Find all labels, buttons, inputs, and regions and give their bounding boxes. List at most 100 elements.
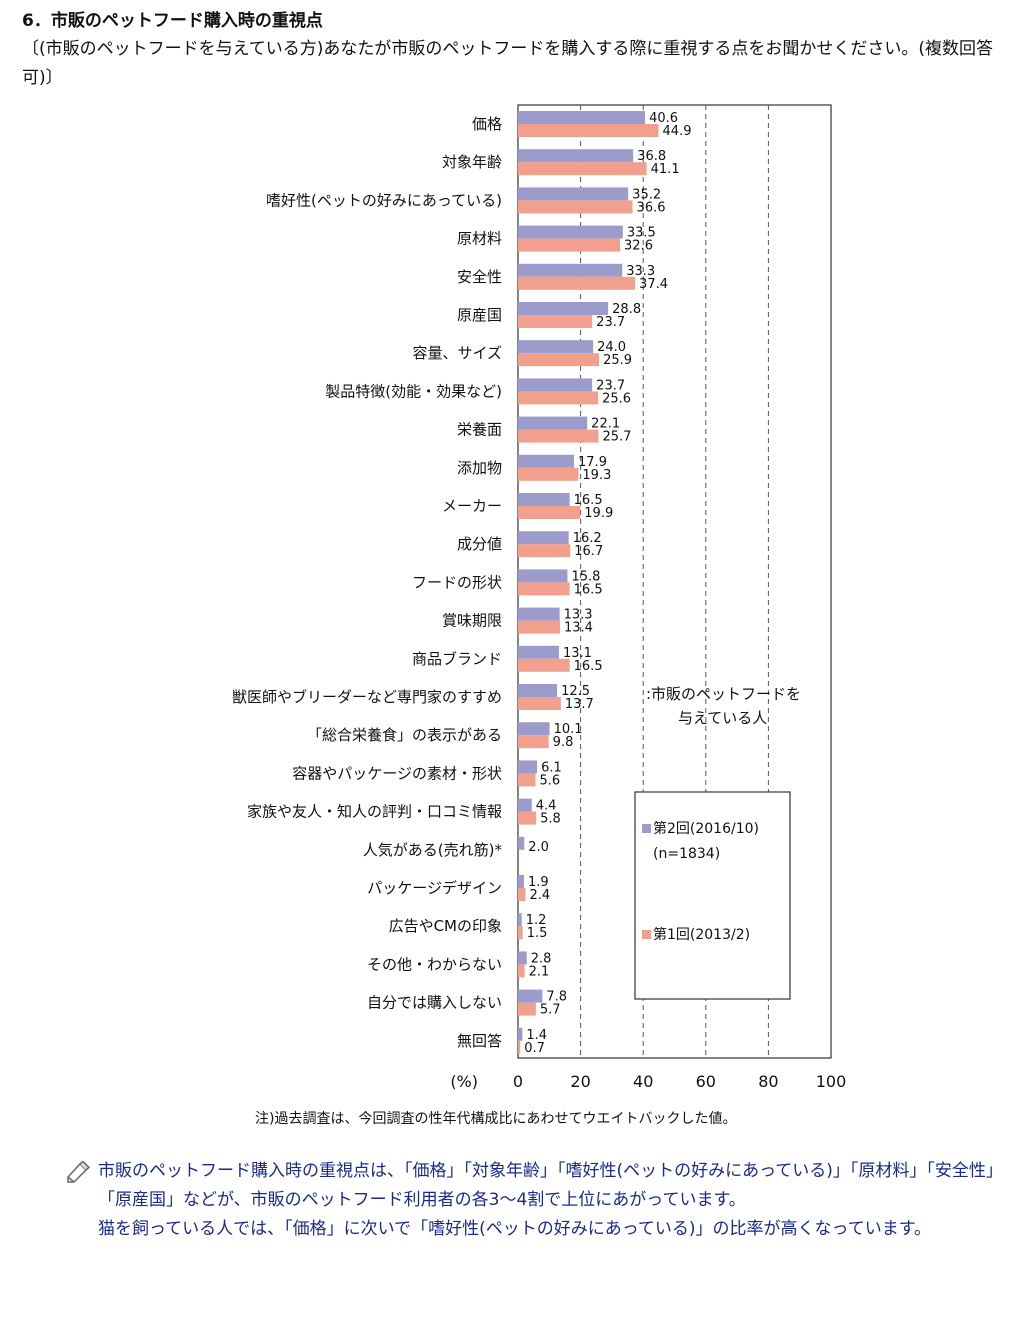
category-label: 「総合栄養食」の表示がある [307,726,502,744]
bar [518,416,588,430]
annotation-line-2: 与えている人 [678,709,767,727]
bar [518,429,599,443]
x-tick-label: 80 [758,1072,778,1091]
bar [518,836,525,850]
data-label: 1.4 [526,1028,547,1043]
data-label: 16.5 [574,659,603,674]
bar [518,645,560,659]
bar [518,353,600,367]
data-label: 19.9 [584,506,613,521]
bar [518,913,522,927]
category-label: フードの形状 [412,573,502,591]
data-label: 44.9 [663,124,692,139]
bar [518,658,570,672]
bar [518,302,609,315]
bar [518,238,621,252]
data-label: 28.8 [612,302,641,317]
bar [518,493,570,506]
bar [518,951,527,965]
bar [518,1002,536,1016]
bar [518,1040,521,1054]
data-label: 12.5 [561,684,590,699]
data-label: 37.4 [639,277,668,292]
category-label: 商品ブランド [412,650,502,668]
data-label: 32.6 [624,239,653,254]
data-label: 19.3 [582,468,611,483]
category-label: 安全性 [457,268,502,286]
category-label: 家族や友人・知人の評判・口コミ情報 [247,803,502,821]
bar [518,544,571,558]
legend-label: 第1回(2013/2) [653,926,750,943]
category-label: 人気がある(売れ筋)* [363,841,503,859]
legend-swatch [642,930,651,939]
category-label: パッケージデザイン [367,879,502,897]
bar [518,531,569,545]
bar [518,888,526,901]
data-label: 2.8 [531,951,552,966]
category-label: 広告やCMの印象 [389,917,502,935]
bar [518,1027,523,1041]
data-label: 35.2 [632,187,661,202]
bar [518,162,647,176]
x-tick-label: 0 [513,1072,523,1091]
data-label: 23.7 [596,315,625,330]
bar [518,506,581,519]
bar [518,582,570,596]
data-label: 16.5 [574,493,603,508]
bar [518,454,575,468]
data-label: 13.1 [563,646,592,661]
data-label: 2.4 [530,888,551,903]
bar [518,989,543,1003]
bar [518,187,629,201]
category-label: 容器やパッケージの素材・形状 [292,764,502,782]
category-label: 原材料 [457,230,502,248]
annotation-line-1: :市販のペットフードを [646,685,801,703]
summary-block: 市販のペットフード購入時の重視点は、「価格」「対象年齢」「嗜好性(ペットの好みに… [66,1157,1024,1244]
data-label: 5.8 [540,812,561,827]
bar [518,467,579,481]
bar [518,263,623,277]
data-label: 7.8 [546,990,567,1005]
data-label: 0.7 [524,1041,545,1056]
bar [518,378,593,392]
x-tick-label: 100 [816,1072,847,1091]
legend-box [634,791,791,1000]
category-label: 容量、サイズ [412,344,502,362]
data-label: 22.1 [591,417,620,432]
data-label: 41.1 [651,162,680,177]
category-label: 成分値 [457,535,502,553]
x-tick-label: 60 [696,1072,716,1091]
data-label: 13.4 [564,621,593,636]
bar [518,684,558,697]
bar [518,315,593,328]
data-label: 25.9 [603,353,632,368]
category-label: 自分では購入しない [367,994,502,1012]
bar-chart: 0 20 40 60 80 100 (%) 価格 40.644.9 対象年齢 36.841.1 嗜好性… [232,104,847,1091]
data-label: 25.6 [602,391,631,406]
bar [518,149,634,163]
category-label: その他・わからない [367,955,502,973]
data-label: 15.8 [571,569,600,584]
bar [518,391,599,405]
bar [518,811,537,825]
bar [518,964,525,978]
bar [518,735,549,749]
category-label: 対象年齢 [442,153,502,171]
bar [518,760,538,774]
data-label: 10.1 [554,722,583,737]
data-label: 17.9 [578,455,607,470]
category-label: 嗜好性(ペットの好みにあっている) [266,191,502,209]
summary-paragraph-1: 市販のペットフード購入時の重視点は、「価格」「対象年齢」「嗜好性(ペットの好みに… [98,1161,1003,1210]
bar [518,697,561,710]
category-label: 栄養面 [457,421,502,439]
bar [518,276,636,290]
data-label: 36.6 [637,200,666,215]
bar [518,124,659,137]
data-label: 9.8 [553,735,574,750]
bar [518,607,560,621]
x-axis-label: (%) [450,1072,478,1091]
pencil-icon [67,1161,91,1183]
data-label: 16.7 [574,544,603,559]
data-label: 33.5 [627,226,656,241]
data-label: 33.3 [626,264,655,279]
